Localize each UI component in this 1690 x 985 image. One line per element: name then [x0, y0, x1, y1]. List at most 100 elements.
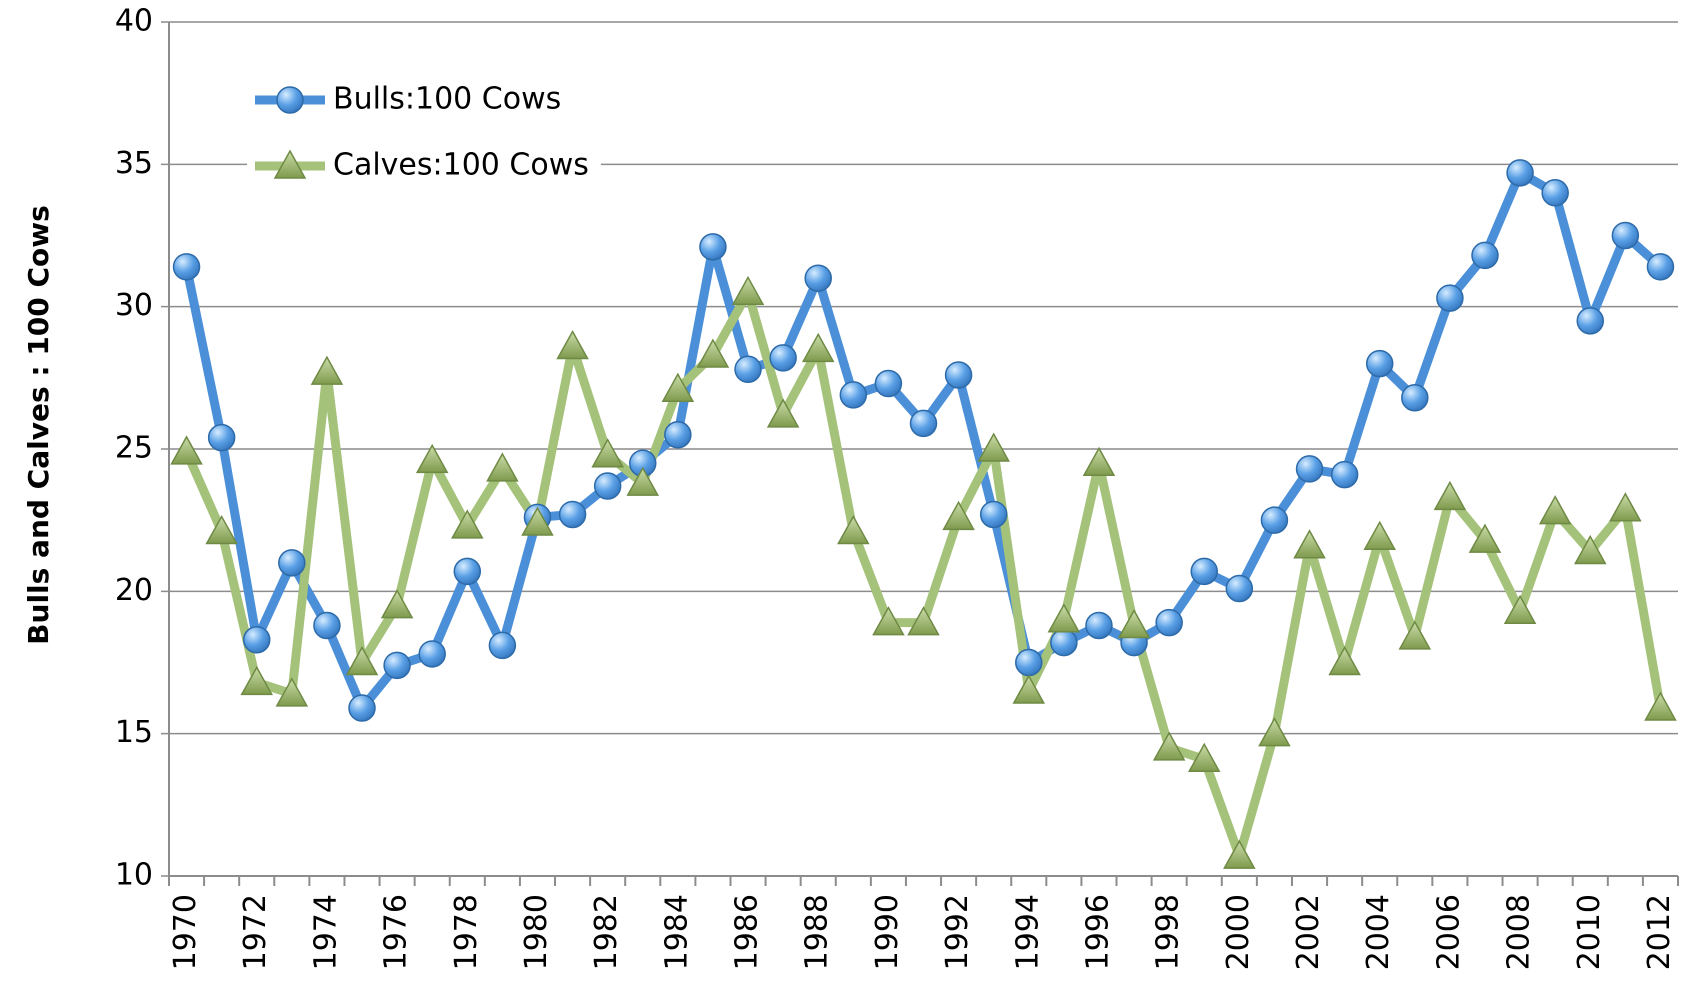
x-tick-label: 1982 [589, 894, 624, 970]
data-point [1609, 492, 1642, 522]
x-tick-label: 1998 [1151, 894, 1186, 970]
data-point [944, 361, 973, 389]
data-point [734, 355, 762, 384]
data-point [1398, 620, 1432, 650]
x-tick-label: 1988 [800, 894, 835, 970]
y-axis-label: Bulls and Calves : 100 Cows [22, 205, 55, 645]
data-point [1117, 608, 1151, 639]
data-point [1503, 594, 1537, 625]
data-point [909, 409, 938, 438]
x-tick-label: 2008 [1502, 894, 1537, 970]
y-tick-label: 10 [115, 858, 153, 893]
data-point [1187, 742, 1221, 773]
x-tick-label: 2012 [1642, 894, 1677, 970]
data-point [1152, 731, 1186, 761]
data-point [1085, 611, 1113, 640]
x-tick-label: 1992 [940, 894, 975, 970]
data-point [1365, 349, 1394, 378]
data-point [345, 645, 379, 676]
y-tick-label: 15 [115, 715, 153, 750]
data-point [453, 557, 482, 586]
data-point [488, 631, 517, 660]
data-point [1644, 691, 1677, 721]
y-tick-label: 40 [115, 4, 153, 39]
data-point [1082, 446, 1116, 476]
data-point [556, 329, 589, 360]
x-tick-label: 1986 [730, 894, 765, 970]
legend-marker [276, 86, 304, 114]
x-tick-label: 1972 [238, 894, 273, 970]
data-point [1293, 529, 1326, 559]
data-point [348, 694, 376, 722]
data-point [661, 372, 695, 402]
data-point [979, 500, 1008, 529]
x-tick-label: 1990 [870, 894, 905, 970]
data-point [664, 421, 692, 449]
data-point [1436, 284, 1464, 312]
data-point [804, 264, 832, 292]
data-point [839, 381, 868, 409]
data-point [1541, 179, 1569, 207]
x-tick-label: 1996 [1080, 894, 1115, 970]
x-tick-label: 1994 [1010, 894, 1045, 970]
data-point [1330, 460, 1359, 489]
data-point [766, 398, 800, 428]
x-tick-label: 2002 [1291, 894, 1326, 970]
data-point [313, 611, 341, 640]
legend-label: Calves:100 Cows [333, 148, 589, 183]
data-point [696, 338, 730, 368]
data-point [380, 589, 414, 619]
data-point [205, 515, 238, 545]
data-point [1260, 506, 1289, 534]
data-point [310, 355, 344, 385]
data-point [486, 452, 519, 482]
data-point [278, 549, 306, 577]
data-point [242, 625, 271, 654]
data-point [591, 438, 624, 468]
x-tick-label: 1970 [168, 894, 203, 970]
y-tick-label: 30 [115, 288, 153, 323]
data-point [872, 606, 905, 636]
data-point [1646, 253, 1675, 281]
data-point [451, 509, 484, 539]
data-point [1012, 674, 1046, 704]
data-point [1471, 241, 1499, 270]
data-point [837, 515, 870, 545]
data-point [418, 640, 446, 668]
data-point [415, 443, 449, 474]
data-point [1363, 520, 1396, 550]
data-point [172, 253, 201, 281]
data-point [1295, 455, 1324, 483]
data-point [1225, 574, 1254, 603]
data-point [1506, 159, 1534, 187]
data-point [1047, 603, 1081, 633]
y-tick-label: 20 [115, 573, 153, 608]
data-point [1433, 480, 1467, 511]
data-point [977, 432, 1010, 462]
series-line [182, 287, 1665, 861]
data-point [1258, 717, 1291, 747]
data-point [240, 665, 274, 696]
data-point [769, 344, 797, 372]
data-point [1223, 839, 1256, 869]
data-point [801, 332, 835, 363]
data-point [1538, 495, 1572, 525]
data-point [1468, 523, 1502, 553]
data-point [942, 500, 975, 531]
x-tick-label: 2010 [1572, 894, 1607, 970]
y-tick-label: 35 [115, 146, 153, 181]
data-point [699, 233, 727, 261]
data-point [1611, 221, 1640, 250]
data-point [874, 369, 903, 398]
x-tick-label: 1984 [659, 894, 694, 970]
data-point [521, 506, 554, 536]
data-point [1573, 534, 1607, 565]
data-point [383, 651, 411, 680]
data-point [170, 435, 203, 465]
data-point [731, 275, 765, 306]
x-tick-label: 1974 [308, 894, 343, 970]
data-point [593, 472, 622, 500]
data-point [1328, 645, 1361, 676]
data-point [1050, 628, 1078, 657]
